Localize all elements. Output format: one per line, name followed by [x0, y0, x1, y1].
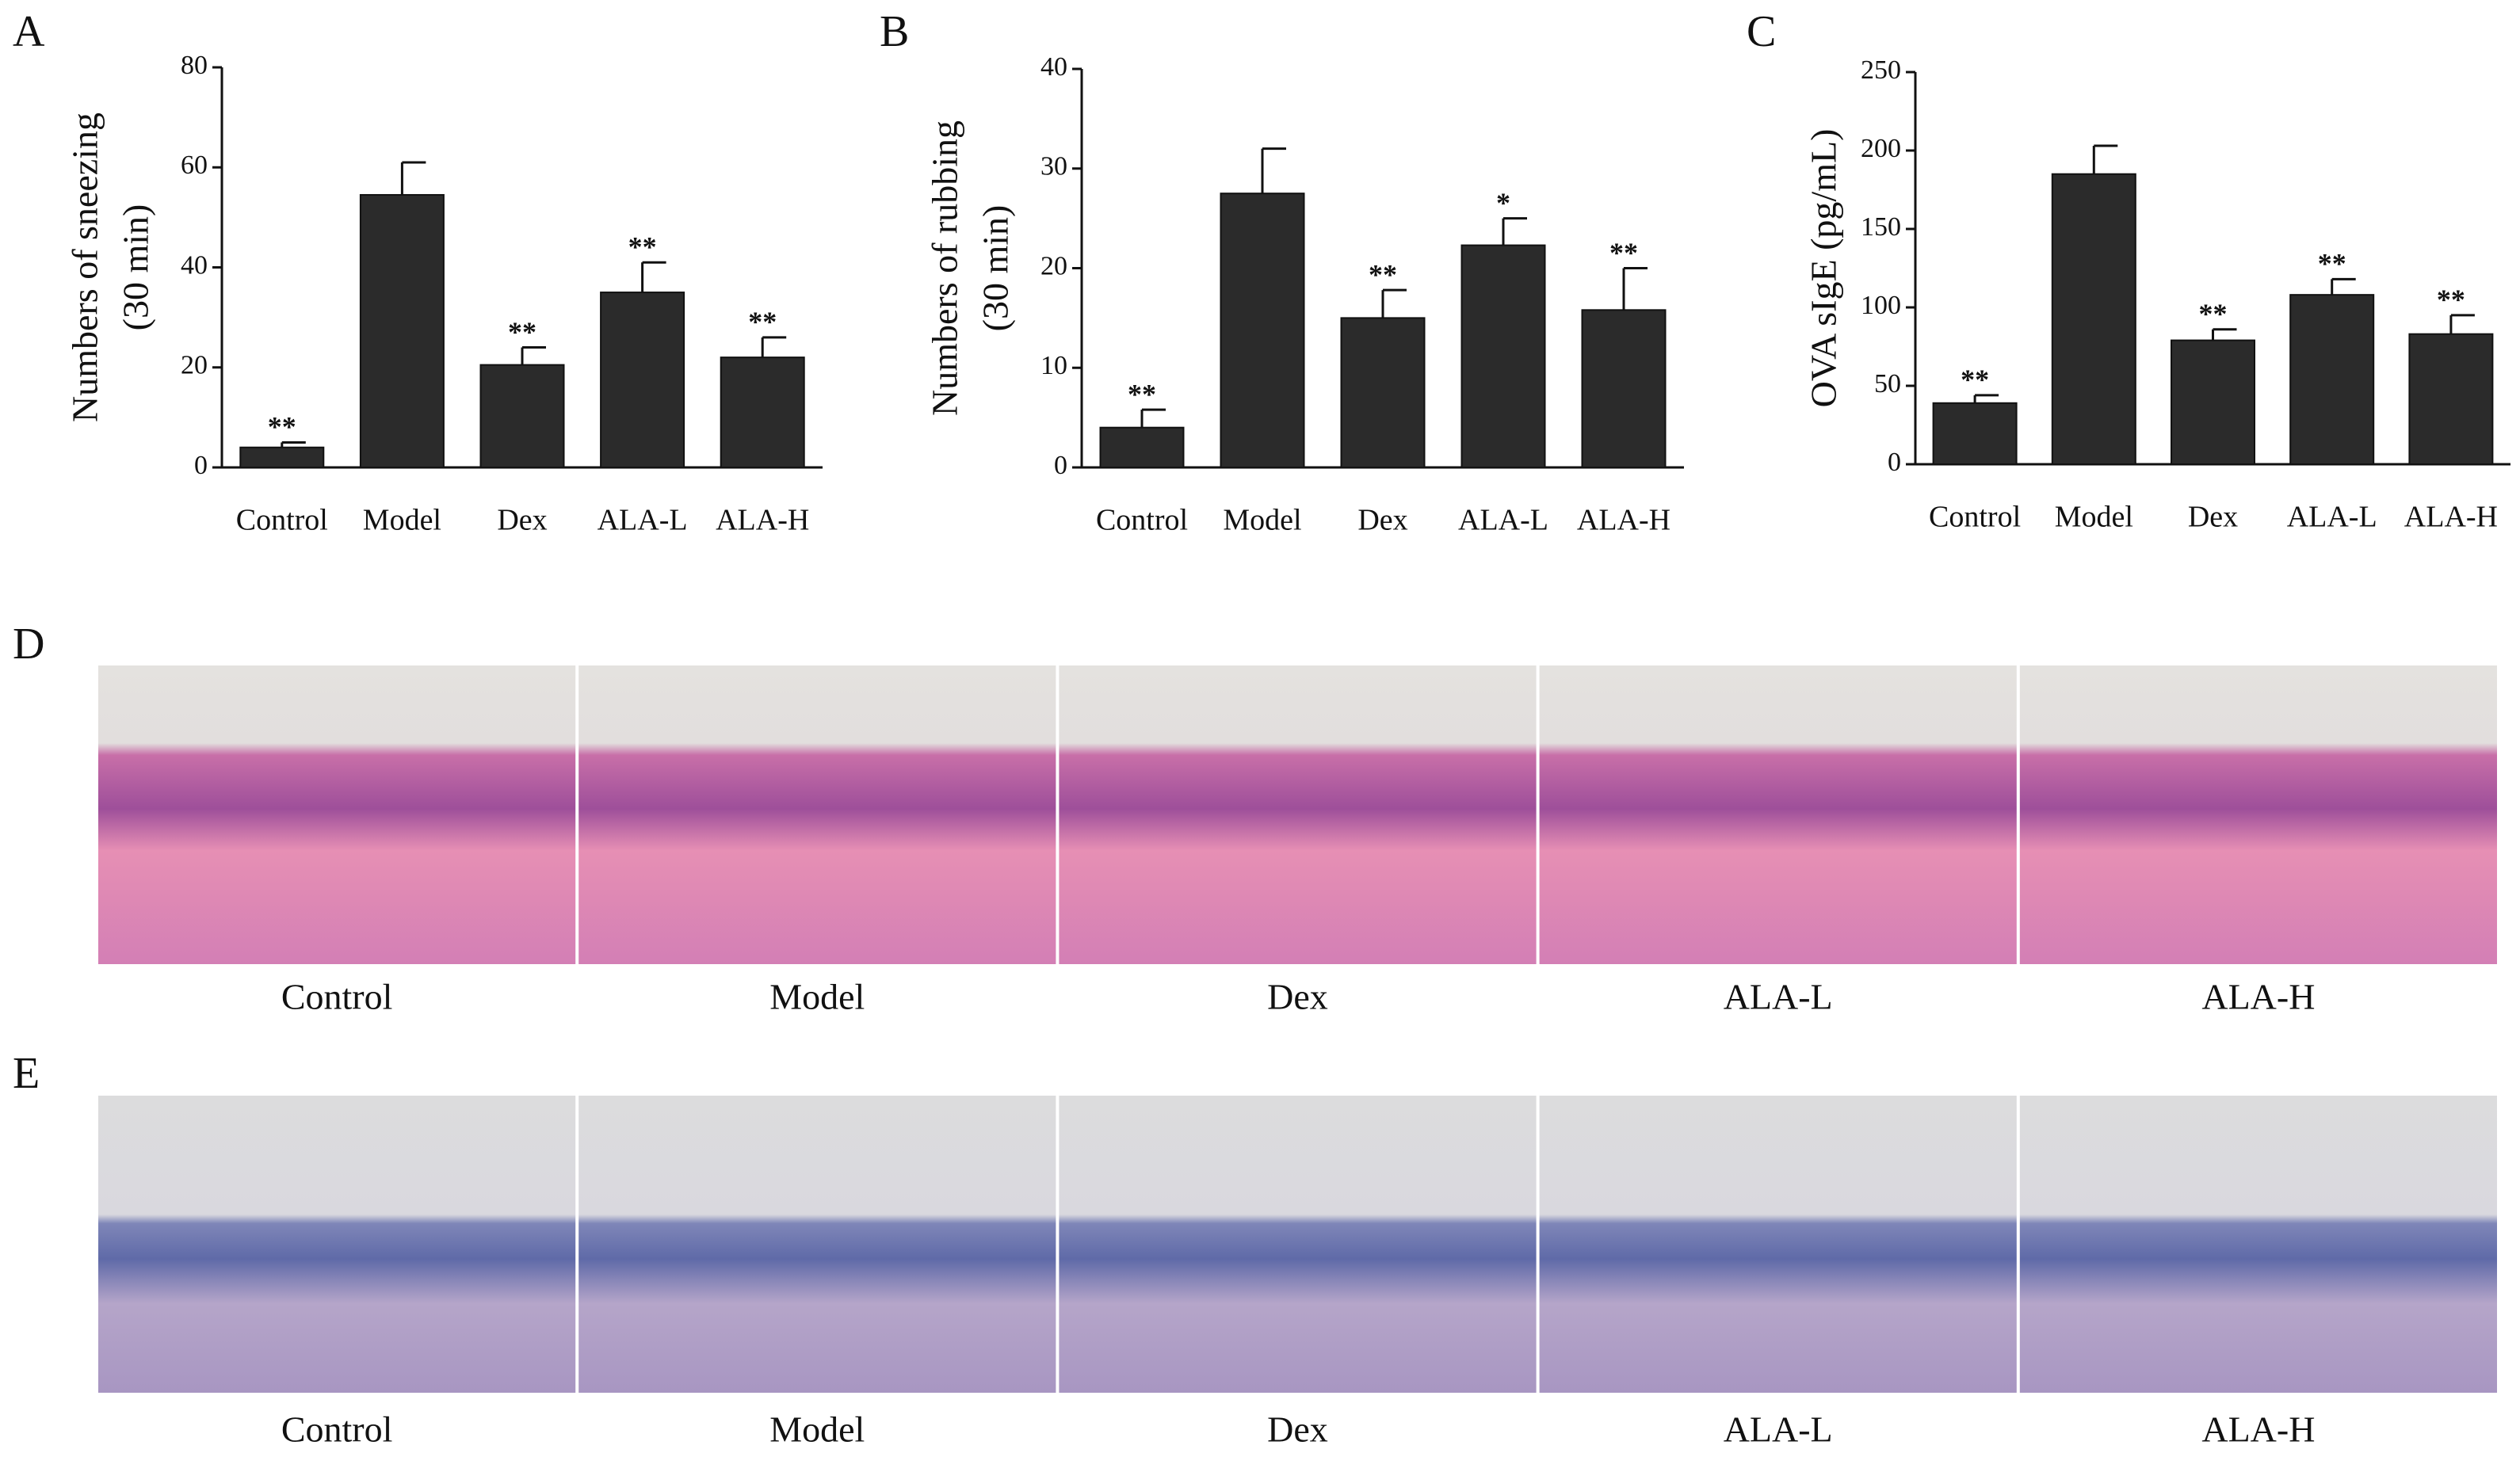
x-tick-label: ALA-H	[1577, 504, 1670, 537]
bar	[239, 446, 325, 468]
bar	[720, 357, 805, 468]
x-tick-label: Control	[1929, 501, 2021, 534]
x-tick-label: Control	[1096, 504, 1188, 537]
x-tick-label: ALA-L	[1458, 504, 1548, 537]
significance-marker: **	[508, 316, 536, 348]
x-tick-label: Model	[2055, 501, 2133, 534]
image-caption: ALA-L	[1724, 977, 1833, 1017]
y-tick-label: 50	[1874, 369, 1901, 398]
significance-marker: **	[268, 411, 296, 443]
bar	[1581, 309, 1667, 468]
bar	[1099, 426, 1185, 469]
y-tick-label: 20	[181, 351, 208, 380]
histology-image	[2019, 1096, 2497, 1393]
y-axis-label: OVA sIgE (pg/mL)	[1804, 129, 1844, 408]
y-tick-label: 100	[1861, 291, 1901, 320]
bar	[359, 193, 445, 468]
bar	[2289, 294, 2375, 465]
image-caption: Dex	[1267, 1409, 1328, 1450]
significance-marker: **	[748, 306, 777, 337]
x-tick-label: Dex	[1357, 504, 1407, 537]
histology-image	[1539, 665, 2017, 964]
image-caption: ALA-H	[2201, 1409, 2315, 1450]
y-tick-label: 200	[1861, 134, 1901, 163]
x-tick-label: Model	[363, 504, 441, 537]
x-tick-label: ALA-L	[598, 504, 688, 537]
significance-marker: **	[2318, 248, 2346, 280]
panel-label: A	[13, 7, 45, 56]
y-axis-label: (30 min)	[116, 204, 156, 331]
significance-marker: **	[2199, 298, 2228, 330]
bar	[600, 292, 685, 468]
image-caption: Dex	[1267, 977, 1328, 1017]
bar	[1340, 317, 1426, 468]
y-tick-label: 40	[1040, 52, 1067, 82]
y-tick-label: 0	[194, 451, 208, 480]
significance-marker: **	[1961, 364, 1989, 395]
x-tick-label: ALA-H	[2404, 501, 2498, 534]
significance-marker: **	[1128, 378, 1156, 410]
y-tick-label: 250	[1861, 55, 1901, 85]
panel-label: B	[880, 7, 909, 56]
y-tick-label: 20	[1040, 251, 1067, 280]
bar	[1220, 193, 1305, 468]
histology-image	[1059, 665, 1537, 964]
bar	[479, 364, 565, 468]
y-tick-label: 10	[1040, 351, 1067, 380]
panel-label: D	[13, 620, 44, 669]
bar	[1460, 244, 1546, 468]
bar	[1932, 402, 2018, 465]
x-tick-label: Dex	[2188, 501, 2238, 534]
histology-image	[98, 1096, 576, 1393]
significance-marker: **	[628, 231, 657, 262]
significance-marker: *	[1496, 187, 1510, 219]
image-caption: Control	[281, 977, 393, 1017]
histology-image	[1059, 1096, 1537, 1393]
x-tick-label: Control	[236, 504, 328, 537]
y-axis-label: (30 min)	[976, 205, 1016, 332]
y-axis-label: Numbers of sneezing	[65, 112, 105, 422]
significance-marker: **	[1609, 237, 1638, 269]
y-tick-label: 30	[1040, 152, 1067, 181]
histology-image	[578, 665, 1056, 964]
histology-image	[98, 665, 576, 964]
x-tick-label: ALA-H	[716, 504, 809, 537]
y-tick-label: 0	[1054, 451, 1067, 480]
significance-marker: **	[1369, 258, 1397, 290]
x-tick-label: Model	[1223, 504, 1301, 537]
y-tick-label: 40	[181, 250, 208, 280]
image-caption: Model	[769, 1409, 865, 1450]
histology-image	[2019, 665, 2497, 964]
bar	[2051, 173, 2136, 465]
histology-image	[1539, 1096, 2017, 1393]
y-tick-label: 150	[1861, 212, 1901, 242]
image-caption: ALA-L	[1724, 1409, 1833, 1450]
bar	[2171, 339, 2255, 465]
y-tick-label: 80	[181, 51, 208, 80]
y-tick-label: 0	[1888, 448, 1901, 477]
image-caption: ALA-H	[2201, 977, 2315, 1017]
x-tick-label: Dex	[497, 504, 547, 537]
histology-image	[578, 1096, 1056, 1393]
image-caption: Control	[281, 1409, 393, 1450]
x-tick-label: ALA-L	[2287, 501, 2377, 534]
y-tick-label: 60	[181, 151, 208, 180]
bar	[2408, 333, 2494, 465]
image-caption: Model	[769, 977, 865, 1017]
panel-label: E	[13, 1049, 40, 1098]
panel-label: C	[1747, 7, 1776, 56]
y-axis-label: Numbers of rubbing	[925, 120, 965, 416]
significance-marker: **	[2437, 284, 2465, 315]
